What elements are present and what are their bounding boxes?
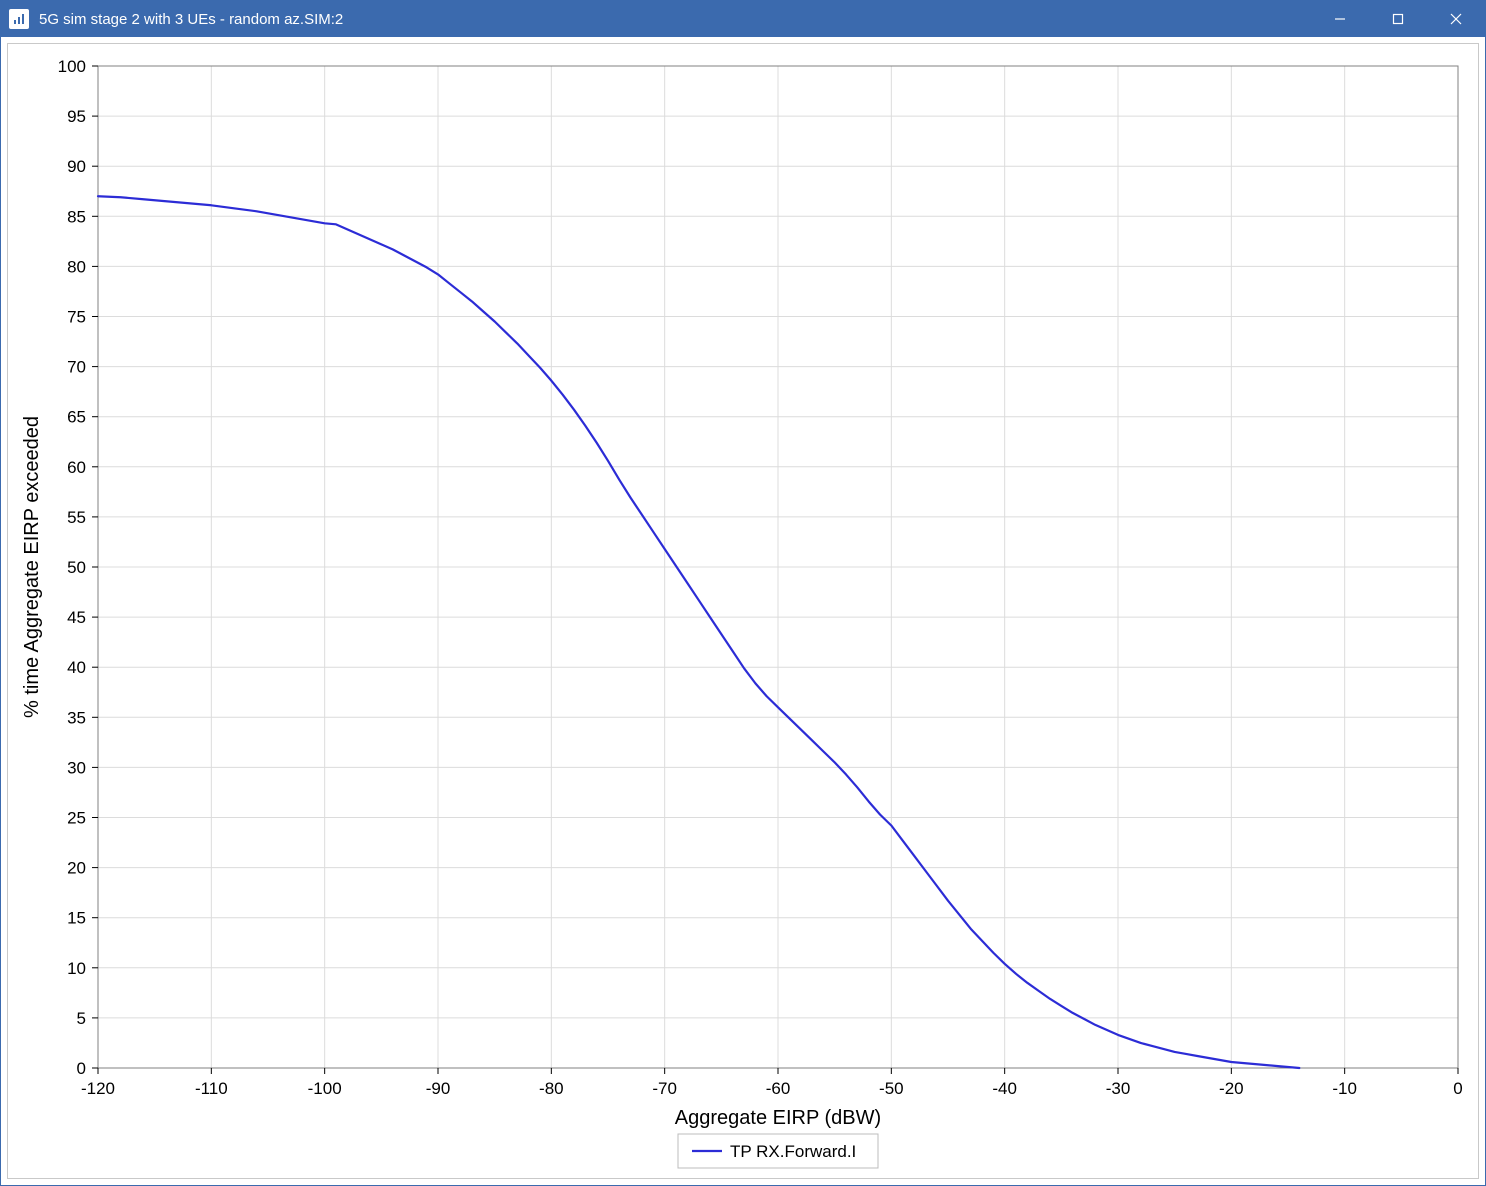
- y-tick-label: 20: [67, 859, 86, 878]
- window-title: 5G sim stage 2 with 3 UEs - random az.SI…: [39, 11, 1311, 28]
- x-tick-label: -10: [1332, 1079, 1357, 1098]
- app-window: 5G sim stage 2 with 3 UEs - random az.SI…: [0, 0, 1486, 1186]
- y-tick-label: 85: [67, 207, 86, 226]
- window-controls: [1311, 1, 1485, 37]
- y-tick-label: 40: [67, 658, 86, 677]
- maximize-button[interactable]: [1369, 1, 1427, 37]
- x-tick-label: -100: [308, 1079, 342, 1098]
- y-tick-label: 10: [67, 959, 86, 978]
- minimize-button[interactable]: [1311, 1, 1369, 37]
- chart-app-icon: [9, 9, 29, 29]
- x-tick-label: -80: [539, 1079, 564, 1098]
- x-axis-label: Aggregate EIRP (dBW): [675, 1107, 881, 1129]
- y-axis-label: % time Aggregate EIRP exceeded: [21, 416, 43, 718]
- x-tick-label: -90: [426, 1079, 451, 1098]
- chart-frame: -120-110-100-90-80-70-60-50-40-30-20-100…: [7, 43, 1479, 1179]
- x-tick-label: -50: [879, 1079, 904, 1098]
- y-tick-label: 95: [67, 107, 86, 126]
- legend-label: TP RX.Forward.I: [730, 1142, 856, 1161]
- titlebar[interactable]: 5G sim stage 2 with 3 UEs - random az.SI…: [1, 1, 1485, 37]
- x-tick-label: -30: [1106, 1079, 1131, 1098]
- chart-canvas[interactable]: -120-110-100-90-80-70-60-50-40-30-20-100…: [8, 44, 1478, 1178]
- y-tick-label: 55: [67, 508, 86, 527]
- y-tick-label: 65: [67, 408, 86, 427]
- x-tick-label: -60: [766, 1079, 791, 1098]
- y-tick-label: 5: [77, 1009, 86, 1028]
- x-tick-label: 0: [1453, 1079, 1462, 1098]
- y-tick-label: 100: [58, 57, 86, 76]
- y-tick-label: 90: [67, 157, 86, 176]
- y-tick-label: 15: [67, 909, 86, 928]
- y-tick-label: 35: [67, 708, 86, 727]
- y-tick-label: 0: [77, 1059, 86, 1078]
- x-tick-label: -40: [992, 1079, 1017, 1098]
- y-tick-label: 80: [67, 257, 86, 276]
- y-tick-label: 30: [67, 758, 86, 777]
- close-button[interactable]: [1427, 1, 1485, 37]
- y-tick-label: 45: [67, 608, 86, 627]
- x-tick-label: -70: [652, 1079, 677, 1098]
- x-tick-label: -120: [81, 1079, 115, 1098]
- y-tick-label: 25: [67, 809, 86, 828]
- x-tick-label: -110: [195, 1079, 228, 1098]
- y-tick-label: 75: [67, 308, 86, 327]
- y-tick-label: 60: [67, 458, 86, 477]
- x-tick-label: -20: [1219, 1079, 1244, 1098]
- y-tick-label: 50: [67, 558, 86, 577]
- y-tick-label: 70: [67, 358, 86, 377]
- content-area: -120-110-100-90-80-70-60-50-40-30-20-100…: [1, 37, 1485, 1185]
